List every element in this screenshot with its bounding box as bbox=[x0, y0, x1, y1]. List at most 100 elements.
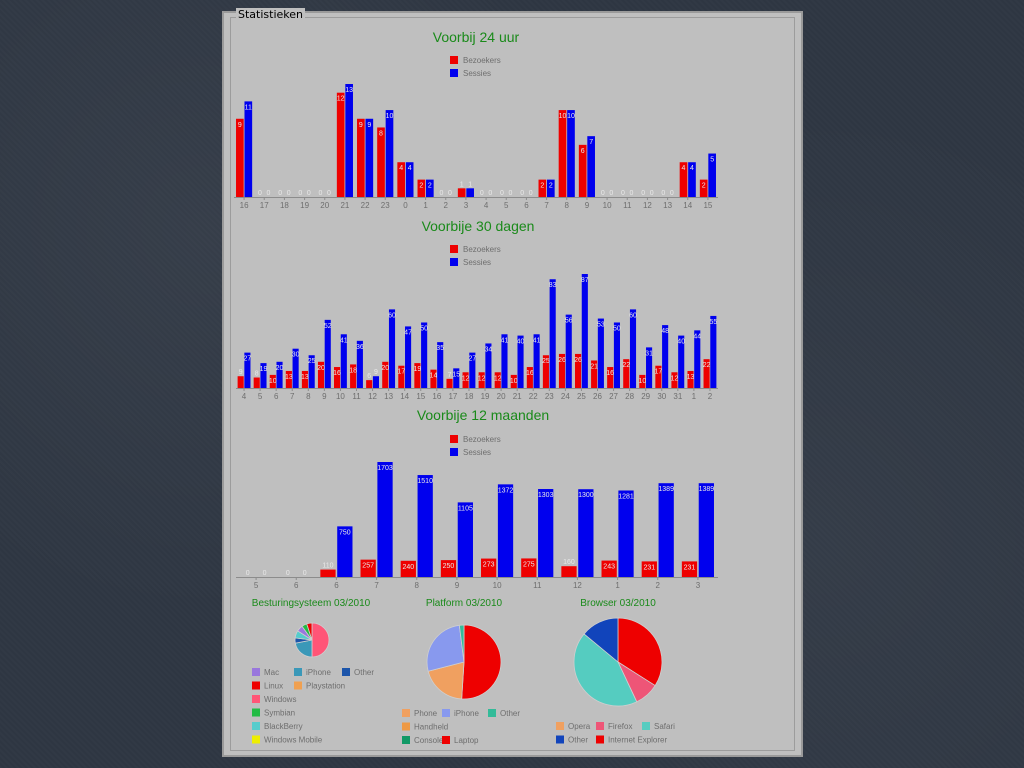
c12-tick-label: 8 bbox=[415, 581, 420, 590]
pie3-legend-label-opera: Opera bbox=[568, 722, 591, 731]
c30-data-label: 55 bbox=[709, 319, 717, 326]
c30-bar-sessies bbox=[421, 322, 428, 388]
pie1-legend-swatch-iphone bbox=[294, 668, 302, 676]
c12-data-label: 240 bbox=[402, 564, 414, 571]
pie1-slice-linux bbox=[306, 622, 313, 641]
pie1-legend-swatch-other bbox=[342, 668, 350, 676]
c30-tick-label: 31 bbox=[673, 392, 682, 401]
c24-data-label: 0 bbox=[440, 190, 444, 197]
c24-tick-label: 11 bbox=[623, 201, 632, 210]
pie2-legend-label-phone: Phone bbox=[414, 709, 438, 718]
c12-data-label: 275 bbox=[523, 561, 535, 568]
c24-bar-bezoekers bbox=[578, 144, 587, 197]
c30-tick-label: 8 bbox=[306, 392, 311, 401]
c12-legend-swatch-bezoekers bbox=[450, 435, 458, 443]
c30-data-label: 27 bbox=[468, 356, 476, 363]
c30-bar-sessies bbox=[260, 363, 267, 388]
c24-bar-sessies bbox=[466, 188, 474, 197]
pie2-legend-swatch-handheld bbox=[402, 722, 410, 731]
c24-bar-sessies bbox=[345, 84, 353, 197]
c30-bar-sessies bbox=[533, 334, 540, 388]
c24-data-label: 0 bbox=[307, 190, 311, 197]
pie2-legend-label-console: Console bbox=[414, 736, 444, 745]
c12-bar-bezoekers bbox=[641, 561, 657, 577]
c30-tick-label: 10 bbox=[336, 392, 345, 401]
c12-data-label: 250 bbox=[443, 563, 455, 570]
c24-tick-label: 17 bbox=[260, 201, 269, 210]
c24-tick-label: 21 bbox=[340, 201, 349, 210]
c30-bar-bezoekers bbox=[301, 370, 308, 388]
c30-bar-bezoekers bbox=[269, 374, 276, 388]
pie2-legend-label-handheld: Handheld bbox=[414, 723, 448, 732]
c30-bar-bezoekers bbox=[558, 353, 566, 388]
c12-bar-sessies bbox=[417, 475, 433, 577]
c12-title: Voorbije 12 maanden bbox=[417, 407, 549, 423]
c30-bar-bezoekers bbox=[510, 374, 517, 388]
c12-bar-sessies bbox=[578, 489, 594, 577]
c30-bar-bezoekers bbox=[655, 365, 662, 388]
c30-data-label: 30 bbox=[292, 352, 300, 359]
pie3-legend-swatch-other bbox=[556, 735, 564, 744]
c30-tick-label: 30 bbox=[657, 392, 666, 401]
c30-tick-label: 13 bbox=[384, 392, 393, 401]
c30-tick-label: 25 bbox=[577, 392, 586, 401]
c24-data-label: 0 bbox=[621, 190, 625, 197]
c12-bar-sessies bbox=[497, 484, 514, 577]
c30-tick-label: 28 bbox=[625, 392, 634, 401]
c30-bar-sessies bbox=[372, 376, 379, 388]
c30-data-label: 52 bbox=[324, 323, 332, 330]
c24-data-label: 0 bbox=[670, 190, 674, 197]
c24-data-label: 10 bbox=[386, 113, 394, 120]
c30-bar-bezoekers bbox=[542, 355, 549, 388]
c30-bar-bezoekers bbox=[462, 372, 469, 388]
c24-data-label: 9 bbox=[367, 122, 371, 129]
c24-data-label: 2 bbox=[702, 183, 706, 190]
c12-data-label: 1510 bbox=[417, 478, 433, 485]
c30-bar-sessies bbox=[405, 326, 412, 388]
c30-data-label: 18 bbox=[349, 367, 357, 374]
c24-data-label: 0 bbox=[509, 190, 513, 197]
c12-data-label: 0 bbox=[303, 570, 307, 577]
c24-bar-bezoekers bbox=[397, 162, 406, 197]
c24-bar-bezoekers bbox=[679, 162, 688, 197]
c30-legend-swatch-bezoekers bbox=[450, 245, 458, 253]
pie2-legend-swatch-other bbox=[488, 709, 496, 717]
c24-data-label: 0 bbox=[267, 190, 271, 197]
c12-tick-label: 2 bbox=[656, 581, 661, 590]
c30-bar-sessies bbox=[356, 340, 363, 388]
c24-legend-label-sessies: Sessies bbox=[463, 69, 491, 78]
c24-bar-bezoekers bbox=[377, 127, 385, 197]
c24-data-label: 9 bbox=[238, 122, 242, 129]
c30-data-label: 15 bbox=[452, 371, 460, 378]
c12-bar-sessies bbox=[377, 462, 393, 577]
c30-bar-bezoekers bbox=[350, 364, 357, 388]
c30-data-label: 34 bbox=[485, 346, 493, 353]
c12-tick-label: 10 bbox=[493, 581, 502, 590]
c30-legend-swatch-sessies bbox=[450, 258, 458, 266]
c30-bar-sessies bbox=[469, 352, 476, 388]
c12-bar-sessies bbox=[457, 502, 473, 577]
pie3-legend-swatch-internet-explorer bbox=[596, 735, 604, 744]
c24-data-label: 9 bbox=[359, 122, 363, 129]
pie2-slice-laptop bbox=[461, 624, 502, 700]
c30-data-label: 13 bbox=[687, 374, 695, 381]
c30-data-label: 35 bbox=[436, 345, 444, 352]
c30-data-label: 44 bbox=[693, 333, 701, 340]
panel-title: Statistieken bbox=[236, 8, 305, 21]
pie1-slice-windows bbox=[311, 622, 330, 658]
c30-data-label: 6 bbox=[367, 373, 371, 380]
c30-bar-sessies bbox=[565, 314, 572, 388]
pie1-legend-swatch-windows-mobile bbox=[252, 735, 260, 744]
c12-bar-bezoekers bbox=[601, 560, 617, 577]
c30-tick-label: 21 bbox=[513, 392, 522, 401]
pie1-legend-label-mac: Mac bbox=[264, 668, 279, 677]
c12-data-label: 1281 bbox=[618, 493, 634, 500]
c24-bar-bezoekers bbox=[336, 92, 345, 197]
c30-data-label: 12 bbox=[478, 375, 486, 382]
c30-tick-label: 23 bbox=[545, 392, 554, 401]
c30-bar-sessies bbox=[292, 348, 299, 388]
c30-data-label: 41 bbox=[533, 337, 541, 344]
c30-tick-label: 26 bbox=[593, 392, 602, 401]
c24-data-label: 4 bbox=[682, 165, 686, 172]
